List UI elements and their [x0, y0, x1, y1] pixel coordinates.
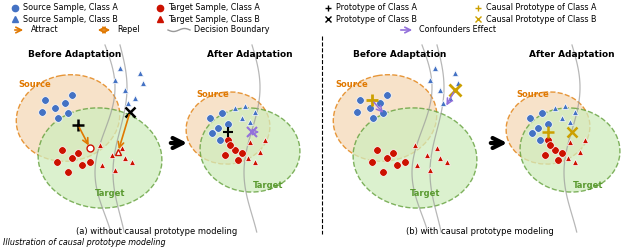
- Ellipse shape: [333, 75, 436, 161]
- Text: Causal Prototype of Class A: Causal Prototype of Class A: [486, 3, 596, 12]
- Text: Before Adaptation: Before Adaptation: [353, 50, 447, 59]
- Text: (b) with causal prototype modeling: (b) with causal prototype modeling: [406, 227, 554, 236]
- Text: Source: Source: [516, 90, 548, 99]
- Text: Target: Target: [253, 181, 284, 190]
- Text: Source: Source: [196, 90, 228, 99]
- Ellipse shape: [16, 75, 120, 161]
- Text: Before Adaptation: Before Adaptation: [28, 50, 122, 59]
- Text: Prototype of Class A: Prototype of Class A: [336, 3, 417, 12]
- Text: After Adaptation: After Adaptation: [207, 50, 293, 59]
- Text: Illustration of causal prototype modeling: Illustration of causal prototype modelin…: [3, 238, 166, 247]
- Ellipse shape: [200, 108, 300, 192]
- Ellipse shape: [353, 108, 477, 208]
- Text: Target: Target: [95, 189, 125, 198]
- Text: Causal Prototype of Class B: Causal Prototype of Class B: [486, 14, 596, 24]
- Text: Source Sample, Class B: Source Sample, Class B: [23, 14, 118, 24]
- Text: Target Sample, Class B: Target Sample, Class B: [168, 14, 260, 24]
- Text: Target: Target: [410, 189, 440, 198]
- Text: Confounders Effect: Confounders Effect: [419, 26, 496, 34]
- Text: Source: Source: [18, 80, 51, 89]
- Text: Repel: Repel: [117, 26, 140, 34]
- Ellipse shape: [186, 92, 270, 164]
- Text: Attract: Attract: [31, 26, 59, 34]
- Text: Prototype of Class B: Prototype of Class B: [336, 14, 417, 24]
- Ellipse shape: [520, 108, 620, 192]
- Text: Source: Source: [335, 80, 368, 89]
- Text: (a) without causal prototype modeling: (a) without causal prototype modeling: [76, 227, 237, 236]
- Text: After Adaptation: After Adaptation: [529, 50, 615, 59]
- Ellipse shape: [506, 92, 590, 164]
- Text: Decision Boundary: Decision Boundary: [194, 26, 269, 34]
- Ellipse shape: [38, 108, 162, 208]
- Text: Target: Target: [573, 181, 604, 190]
- Text: Target Sample, Class A: Target Sample, Class A: [168, 3, 260, 12]
- Text: Source Sample, Class A: Source Sample, Class A: [23, 3, 118, 12]
